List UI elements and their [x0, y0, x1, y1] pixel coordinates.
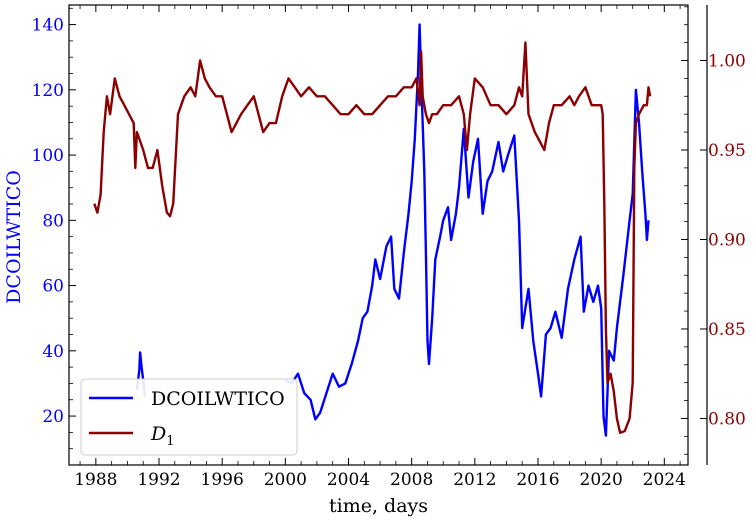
y-axis-left-label: DCOILWTICO — [3, 170, 25, 304]
y-left-tick-label: 40 — [42, 342, 64, 362]
y-right-tick-label: 0.85 — [708, 320, 746, 340]
series-line-d-1 — [93, 41, 652, 434]
legend-label-dcoilwtico: DCOILWTICO — [151, 388, 285, 410]
y-left-tick-label: 80 — [42, 211, 64, 231]
y-right-tick-label: 1.00 — [708, 51, 746, 71]
x-tick-label: 2000 — [264, 470, 307, 490]
series-line-dcoilwtico — [284, 23, 650, 437]
y-right-tick-label: 0.90 — [708, 230, 746, 250]
y-left-tick-label: 120 — [32, 81, 64, 101]
x-axis-label: time, days — [329, 495, 428, 517]
x-tick-label: 1996 — [201, 470, 244, 490]
y-left-tick-label: 60 — [42, 277, 64, 297]
x-tick-label: 2004 — [327, 470, 370, 490]
legend-box — [80, 378, 298, 456]
x-tick-label: 2020 — [580, 470, 623, 490]
plot-frame — [68, 4, 689, 466]
y-left-tick-label: 100 — [32, 146, 64, 166]
y-left-tick-label: 20 — [42, 407, 64, 427]
x-tick-label: 2024 — [643, 470, 686, 490]
x-tick-label: 2016 — [516, 470, 559, 490]
y-right-tick-label: 0.80 — [708, 409, 746, 429]
x-tick-label: 2012 — [453, 470, 496, 490]
x-tick-label: 1988 — [74, 470, 117, 490]
legend: DCOILWTICO D1 — [80, 378, 298, 456]
legend-label-d1: D1 — [150, 423, 175, 449]
x-tick-label: 1992 — [137, 470, 180, 490]
y-left-tick-label: 140 — [32, 16, 64, 36]
x-tick-label: 2008 — [390, 470, 433, 490]
y-right-tick-label: 0.95 — [708, 141, 746, 161]
